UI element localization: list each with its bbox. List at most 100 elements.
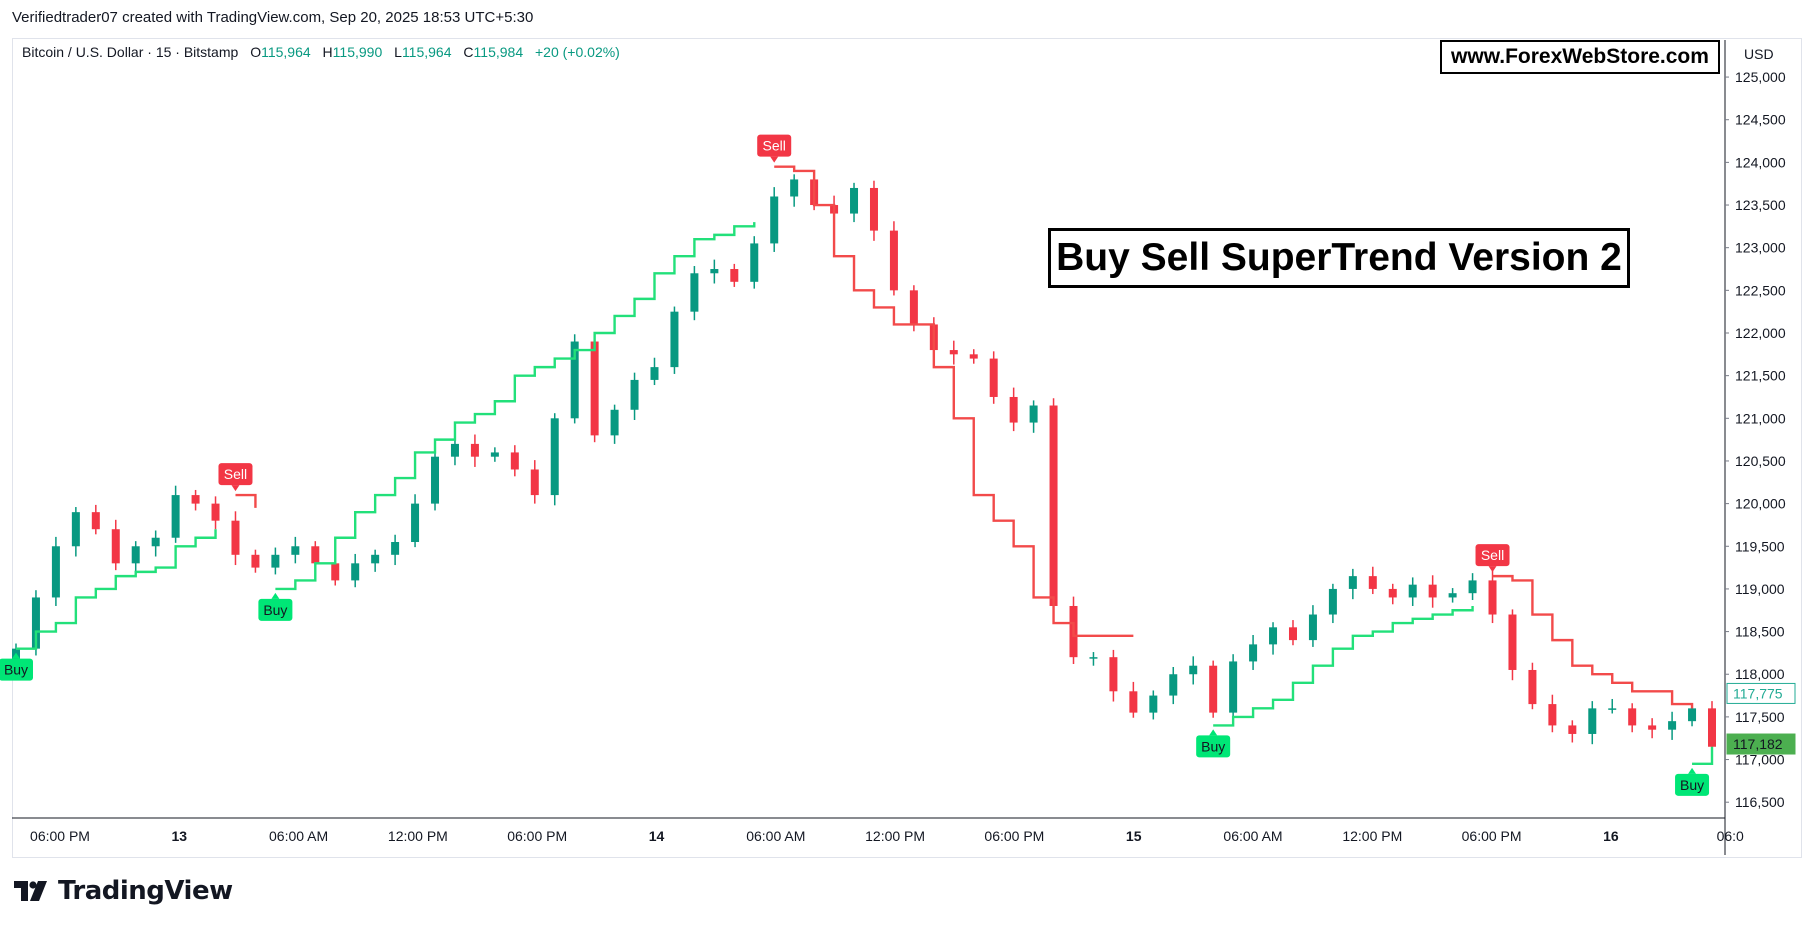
signal-pointer: [231, 485, 240, 492]
candle-body: [1628, 708, 1637, 726]
candle-body: [431, 456, 440, 504]
candle-body: [1249, 644, 1258, 662]
candle-body: [31, 597, 40, 649]
y-tick-label: 125,000: [1735, 69, 1786, 85]
candle-body: [311, 546, 320, 564]
candle-body: [470, 443, 479, 457]
sell-signal-label[interactable]: [218, 463, 253, 486]
change-value: +20 (+0.02%): [535, 44, 620, 60]
candle-body: [1508, 614, 1517, 670]
candle-body: [570, 341, 579, 419]
x-tick-label: 06:00 AM: [269, 828, 328, 844]
candle-body: [331, 563, 340, 581]
y-tick-label: 120,000: [1735, 496, 1786, 512]
candle-body: [1109, 657, 1118, 692]
supertrend-up-line: [1213, 605, 1474, 727]
candle-body: [650, 367, 659, 380]
candle-body: [1049, 405, 1058, 606]
candle-body: [91, 512, 100, 530]
currency-label[interactable]: USD: [1744, 46, 1774, 62]
candle-body: [171, 495, 180, 538]
candle-body: [151, 537, 160, 547]
candle-body: [909, 290, 918, 325]
candle-body: [1468, 580, 1477, 594]
low-value: 115,964: [401, 44, 452, 60]
candle-body: [1189, 665, 1198, 675]
y-tick-label: 122,500: [1735, 282, 1786, 298]
x-tick-label: 12:00 PM: [865, 828, 925, 844]
supertrend-price-tag[interactable]: [1726, 733, 1796, 755]
candle-body: [1408, 584, 1417, 598]
signal-pointer: [770, 156, 779, 163]
y-tick-label: 121,000: [1735, 410, 1786, 426]
sell-signal-text: Sell: [1481, 547, 1504, 563]
y-tick-label: 122,000: [1735, 325, 1786, 341]
candle-body: [670, 311, 679, 368]
buy-signal-text: Buy: [4, 662, 28, 678]
buy-signal-text: Buy: [1201, 738, 1225, 754]
tradingview-logo[interactable]: TradingView: [14, 876, 233, 906]
sell-signal-text: Sell: [224, 466, 247, 482]
candle-body: [1229, 661, 1238, 713]
candle-body: [1288, 627, 1297, 641]
sell-signal-text: Sell: [763, 138, 786, 154]
candle-body: [690, 273, 699, 312]
candle-body: [869, 187, 878, 231]
candle-body: [1688, 708, 1697, 722]
candle-body: [989, 358, 998, 397]
signal-pointer: [1209, 729, 1218, 736]
buy-signal-label[interactable]: [0, 658, 33, 681]
open-value: 115,964: [261, 44, 311, 60]
candle-body: [770, 196, 779, 244]
candle-body: [630, 379, 639, 410]
last-price-tag[interactable]: [1726, 682, 1796, 704]
price-tag-text: 117,182: [1733, 736, 1783, 752]
candle-body: [271, 554, 280, 568]
candle-body: [510, 452, 519, 470]
x-tick-label: 06:00 PM: [30, 828, 90, 844]
x-tick-label: 06:0: [1717, 828, 1744, 844]
y-tick-label: 123,000: [1735, 240, 1786, 256]
candle-body: [1308, 614, 1317, 641]
symbol-legend: Bitcoin / U.S. Dollar · 15 · Bitstamp O1…: [22, 44, 620, 60]
sell-signal-label[interactable]: [757, 134, 792, 157]
signal-pointer: [1688, 767, 1697, 774]
candle-body: [969, 354, 978, 359]
high-value: 115,990: [332, 44, 383, 60]
candle-body: [450, 443, 459, 457]
candle-body: [191, 495, 200, 504]
candle-body: [889, 230, 898, 291]
buy-signal-label[interactable]: [1675, 773, 1710, 796]
buy-signal-label[interactable]: [258, 598, 293, 621]
candle-body: [530, 469, 539, 496]
chart-headline: Buy Sell SuperTrend Version 2: [1048, 228, 1630, 288]
symbol-name: Bitcoin / U.S. Dollar · 15 · Bitstamp: [22, 44, 239, 60]
close-label: C: [463, 44, 474, 60]
candle-body: [1588, 708, 1597, 734]
candle-body: [1388, 588, 1397, 598]
candle-body: [1448, 593, 1457, 598]
candle-body: [1209, 665, 1218, 713]
candle-body: [71, 512, 80, 547]
candle-body: [850, 187, 859, 214]
sell-signal-label[interactable]: [1475, 544, 1510, 567]
candle-body: [1488, 580, 1497, 615]
candle-body: [1269, 627, 1278, 645]
buy-signal-label[interactable]: [1196, 735, 1231, 758]
x-tick-label: 06:00 AM: [1223, 828, 1282, 844]
supertrend-up-line: [275, 222, 756, 591]
open-label: O: [250, 44, 262, 60]
chart-frame[interactable]: [12, 38, 1802, 858]
x-tick-label: 06:00 AM: [746, 828, 805, 844]
low-label: L: [394, 44, 402, 60]
candle-body: [550, 418, 559, 496]
candle-body: [1528, 669, 1537, 705]
candle-body: [51, 546, 60, 598]
candle-body: [1608, 708, 1617, 710]
candle-body: [710, 269, 719, 274]
candle-body: [1668, 721, 1677, 730]
candle-body: [1009, 396, 1018, 423]
candle-body: [1548, 704, 1557, 726]
candle-body: [949, 350, 958, 355]
